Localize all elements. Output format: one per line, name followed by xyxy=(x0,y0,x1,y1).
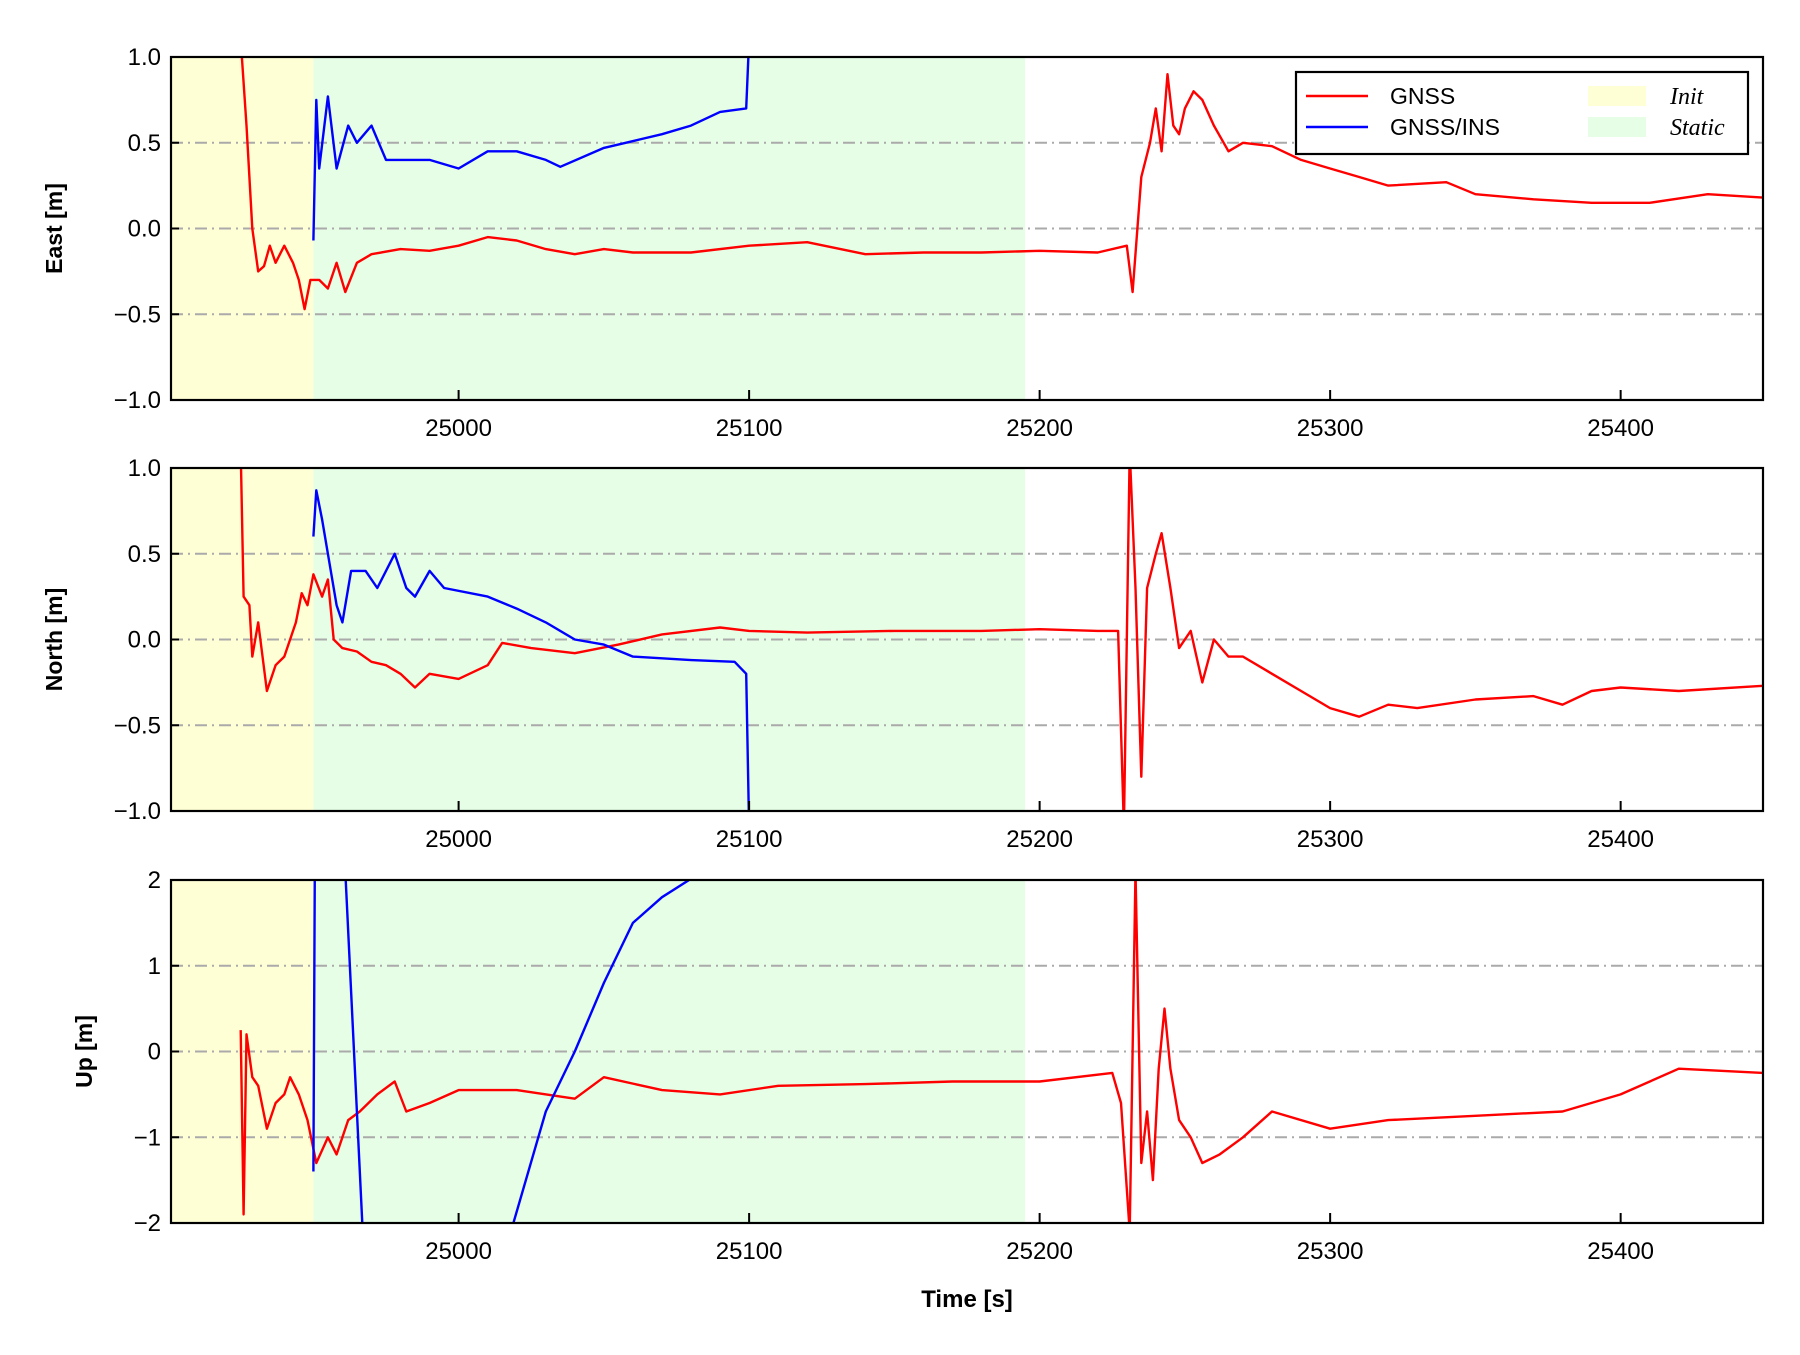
xtick-label: 25300 xyxy=(1297,826,1364,853)
region-init xyxy=(171,57,314,400)
series-line-gnss xyxy=(239,468,1763,811)
ytick-label: 0.0 xyxy=(128,216,161,243)
legend-label: GNSS xyxy=(1390,83,1455,109)
ytick-label: 1.0 xyxy=(128,455,161,482)
xtick-label: 25000 xyxy=(425,826,492,853)
legend: GNSS GNSS/INS Init Static xyxy=(1294,70,1750,156)
ytick-label: −0.5 xyxy=(114,301,161,328)
legend-frame xyxy=(1294,70,1750,156)
ytick-label: 0.5 xyxy=(128,130,161,157)
ytick-label: 0 xyxy=(148,1039,161,1066)
xtick-label: 25200 xyxy=(1006,1238,1073,1265)
legend-swatch-init xyxy=(1588,86,1646,106)
panel-3: −2 −1 0 1 2 25000 25100 25200 25300 25400 Up [m] Ti… xyxy=(71,867,1765,1313)
legend-label: Init xyxy=(1669,84,1705,110)
legend-label: Static xyxy=(1670,115,1725,141)
legend-label: GNSS/INS xyxy=(1390,114,1500,140)
ytick-label: −2 xyxy=(134,1210,161,1237)
ytick-label: −1.0 xyxy=(114,387,161,414)
xtick-label: 25300 xyxy=(1297,1238,1364,1265)
xtick-label: 25200 xyxy=(1006,415,1073,442)
ytick-label: 2 xyxy=(148,867,161,894)
series-line-gnss-ins xyxy=(312,489,750,811)
ylabel: North [m] xyxy=(41,588,67,691)
xtick-label: 25000 xyxy=(425,415,492,442)
xtick-label: 25000 xyxy=(425,1238,492,1265)
ytick-label: −1.0 xyxy=(114,798,161,825)
panel-2: −1.0 −0.5 0.0 0.5 1.0 25000 25100 25200 25300 254… xyxy=(41,455,1765,853)
xtick-label: 25100 xyxy=(716,1238,783,1265)
legend-swatch-static xyxy=(1588,117,1646,137)
xtick-label: 25400 xyxy=(1587,826,1654,853)
ylabel: East [m] xyxy=(41,183,67,274)
series-line-gnss-ins xyxy=(312,57,750,241)
ytick-label: −0.5 xyxy=(114,712,161,739)
xtick-label: 25400 xyxy=(1587,415,1654,442)
ytick-label: 1.0 xyxy=(128,44,161,71)
series-line-gnss-ins xyxy=(312,880,692,1223)
ytick-label: 1 xyxy=(148,953,161,980)
xtick-label: 25200 xyxy=(1006,826,1073,853)
xtick-label: 25100 xyxy=(716,415,783,442)
ytick-label: 0.5 xyxy=(128,541,161,568)
series-line-gnss xyxy=(240,57,1763,311)
xtick-label: 25400 xyxy=(1587,1238,1654,1265)
ytick-label: 0.0 xyxy=(128,627,161,654)
xtick-label: 25300 xyxy=(1297,415,1364,442)
ytick-label: −1 xyxy=(134,1124,161,1151)
xtick-label: 25100 xyxy=(716,826,783,853)
ylabel: Up [m] xyxy=(71,1015,97,1088)
panel-1: −1.0 −0.5 0.0 0.5 1.0 25000 25100 25200 25300 254… xyxy=(41,44,1765,442)
xlabel: Time [s] xyxy=(921,1286,1013,1313)
series-line-gnss xyxy=(239,880,1763,1223)
